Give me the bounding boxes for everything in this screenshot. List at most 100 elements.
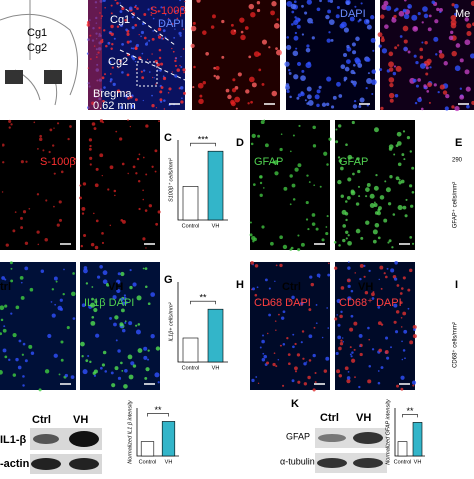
- cell: [53, 205, 55, 208]
- cell: [454, 65, 461, 72]
- cell: [24, 359, 28, 363]
- cell: [286, 89, 290, 94]
- cell: [337, 323, 341, 327]
- cell: [272, 160, 276, 164]
- cell: [399, 292, 403, 295]
- cell: [349, 16, 355, 22]
- cell: [297, 18, 301, 21]
- cell: [109, 165, 114, 170]
- cell: [148, 71, 151, 73]
- cell: [250, 261, 254, 265]
- region-line: [119, 4, 186, 81]
- group-label: Ctrl: [282, 281, 301, 293]
- cell: [394, 330, 399, 334]
- cell: [289, 174, 293, 178]
- cell: [157, 381, 160, 384]
- cell: [350, 190, 356, 196]
- cell: [313, 326, 316, 329]
- cell: [116, 1, 119, 5]
- cell: [390, 268, 395, 273]
- cell: [312, 144, 317, 148]
- cell: [402, 25, 409, 32]
- cell: [291, 295, 295, 300]
- cell: [295, 47, 298, 50]
- cell: [114, 366, 119, 371]
- cell: [104, 6, 106, 9]
- cell: [193, 65, 196, 69]
- cell: [104, 73, 106, 76]
- cell: [282, 244, 288, 250]
- cell: [371, 348, 375, 351]
- cell: [273, 23, 280, 29]
- cell: [371, 297, 375, 300]
- cell: [306, 174, 309, 177]
- cell: [347, 296, 352, 301]
- cell: [119, 59, 122, 63]
- cell: [93, 369, 98, 374]
- cell: [276, 49, 282, 56]
- cell: [336, 81, 341, 87]
- cell: [55, 280, 58, 283]
- micrograph: [250, 262, 330, 390]
- cell: [419, 47, 424, 52]
- cell: [340, 166, 344, 171]
- cell: [151, 53, 153, 55]
- cell: [402, 276, 406, 280]
- cell: [259, 193, 263, 197]
- cell: [357, 169, 361, 174]
- cell: [442, 90, 448, 95]
- cell: [141, 76, 145, 80]
- cell: [377, 321, 382, 326]
- x-tick-label: VH: [212, 223, 220, 229]
- cell: [339, 314, 343, 319]
- cell: [344, 66, 350, 72]
- cell: [305, 200, 309, 205]
- cell: [180, 7, 184, 11]
- cell: [366, 78, 373, 84]
- cell: [113, 189, 117, 193]
- cell: [323, 369, 328, 373]
- cell: [93, 374, 97, 377]
- cell: [268, 46, 271, 49]
- region-label: Cg2: [108, 56, 128, 68]
- cell: [60, 340, 64, 344]
- cell: [8, 126, 11, 129]
- cell: [132, 57, 136, 61]
- cell: [251, 287, 256, 291]
- panel-letter: I: [455, 279, 458, 291]
- cell: [254, 293, 258, 297]
- cell: [380, 287, 383, 290]
- micrograph: [0, 120, 76, 250]
- cell: [406, 136, 411, 140]
- cell: [326, 76, 332, 82]
- cell: [303, 362, 307, 366]
- cell: [127, 354, 133, 360]
- cell: [316, 273, 321, 278]
- cell: [407, 50, 411, 54]
- cell: [119, 10, 123, 13]
- cell: [288, 300, 291, 303]
- cell: [231, 88, 237, 93]
- cell: [152, 17, 155, 20]
- cell: [464, 17, 469, 22]
- cell: [358, 333, 363, 338]
- cell: [250, 100, 253, 104]
- cell: [140, 70, 143, 73]
- cell: [325, 356, 330, 361]
- cell: [129, 125, 131, 128]
- cell: [348, 279, 350, 282]
- cell: [72, 317, 76, 320]
- cell: [352, 172, 355, 176]
- cell: [400, 287, 404, 290]
- stain-label: Me: [455, 8, 470, 20]
- cell: [354, 272, 357, 274]
- cell: [89, 163, 92, 166]
- cell: [306, 44, 310, 48]
- cell: [301, 33, 305, 36]
- cell: [100, 366, 103, 370]
- cell: [326, 215, 329, 218]
- cell: [280, 133, 283, 136]
- cell: [83, 268, 88, 274]
- cell: [395, 7, 399, 11]
- cell: [197, 82, 204, 89]
